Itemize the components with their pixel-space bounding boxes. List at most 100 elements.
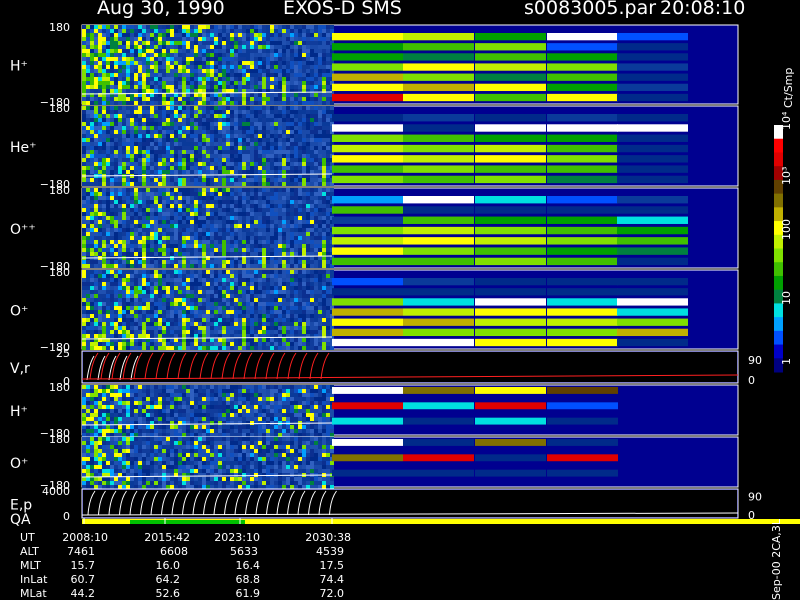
heatmap-cell — [274, 290, 278, 294]
heatmap-cell — [234, 216, 238, 220]
heatmap-cell — [102, 326, 106, 330]
heatmap-cell — [322, 61, 326, 65]
heatmap-cell — [310, 188, 314, 192]
heatmap-cell — [314, 236, 318, 240]
heatmap-cell — [194, 166, 198, 170]
heatmap-cell — [150, 302, 154, 306]
heatmap-cell — [322, 41, 326, 45]
heatmap-cell — [106, 85, 110, 89]
heatmap-cell — [262, 85, 266, 89]
heatmap-cell — [294, 29, 298, 33]
heatmap-cell — [154, 338, 158, 342]
heatmap-cell — [270, 286, 274, 290]
heatmap-cell — [198, 166, 202, 170]
heatmap-cell — [306, 130, 310, 134]
heatmap-cell — [82, 216, 86, 220]
heatmap-cell — [198, 114, 202, 118]
heatmap-cell — [302, 260, 306, 264]
heatmap-cell — [178, 162, 182, 166]
heatmap-cell — [222, 306, 226, 310]
heatmap-cell — [250, 174, 254, 178]
heatmap-cell — [254, 216, 258, 220]
heatmap-cell — [475, 93, 546, 102]
heatmap-cell — [218, 236, 222, 240]
heatmap-cell — [122, 314, 126, 318]
heatmap-cell — [134, 146, 138, 150]
heatmap-cell — [178, 106, 182, 110]
heatmap-cell — [230, 318, 234, 322]
heatmap-cell — [314, 61, 318, 65]
heatmap-cell — [310, 65, 314, 69]
heatmap-cell — [118, 170, 122, 174]
heatmap-cell — [298, 232, 302, 236]
heatmap-cell — [194, 106, 198, 110]
heatmap-cell — [154, 41, 158, 45]
heatmap-cell — [118, 322, 122, 326]
heatmap-cell — [190, 69, 194, 73]
heatmap-cell — [110, 282, 114, 286]
heatmap-cell — [178, 110, 182, 114]
heatmap-cell — [122, 240, 126, 244]
heatmap-cell — [86, 69, 90, 73]
heatmap-cell — [206, 216, 210, 220]
heatmap-cell — [330, 61, 334, 65]
heatmap-cell — [130, 252, 134, 256]
heatmap-cell — [254, 97, 258, 101]
heatmap-cell — [274, 240, 278, 244]
heatmap-cell — [150, 338, 154, 342]
heatmap-cell — [154, 282, 158, 286]
heatmap-cell — [162, 326, 166, 330]
heatmap-cell — [182, 326, 186, 330]
heatmap-cell — [230, 106, 234, 110]
heatmap-cell — [190, 282, 194, 286]
heatmap-cell — [178, 346, 182, 350]
heatmap-cell — [190, 298, 194, 302]
heatmap-cell — [318, 174, 322, 178]
heatmap-cell — [174, 236, 178, 240]
heatmap-cell — [82, 61, 86, 65]
heatmap-cell — [206, 294, 210, 298]
heatmap-cell — [274, 326, 278, 330]
heatmap-cell — [270, 130, 274, 134]
heatmap-cell — [230, 338, 234, 342]
heatmap-cell — [98, 77, 102, 81]
heatmap-cell — [298, 270, 302, 274]
heatmap-cell — [214, 85, 218, 89]
heatmap-cell — [250, 338, 254, 342]
heatmap-cell — [86, 126, 90, 130]
heatmap-cell — [306, 178, 310, 182]
heatmap-cell — [254, 114, 258, 118]
heatmap-cell — [130, 196, 134, 200]
heatmap-cell — [238, 236, 242, 240]
heatmap-cell — [242, 89, 246, 93]
heatmap-cell — [186, 57, 190, 61]
heatmap-cell — [210, 306, 214, 310]
heatmap-cell — [134, 314, 138, 318]
heatmap-cell — [110, 306, 114, 310]
heatmap-cell — [226, 118, 230, 122]
heatmap-cell — [298, 212, 302, 216]
heatmap-cell — [294, 138, 298, 142]
heatmap-cell — [278, 146, 282, 150]
heatmap-cell — [190, 41, 194, 45]
heatmap-cell — [246, 264, 250, 268]
heatmap-cell — [166, 338, 170, 342]
heatmap-cell — [134, 278, 138, 282]
heatmap-cell — [214, 57, 218, 61]
heatmap-cell — [90, 25, 94, 29]
heatmap-cell — [162, 208, 166, 212]
heatmap-cell — [102, 330, 106, 334]
heatmap-cell — [198, 244, 202, 248]
heatmap-cell — [182, 33, 186, 37]
heatmap-cell — [258, 41, 262, 45]
heatmap-cell — [230, 326, 234, 330]
heatmap-cell — [617, 216, 688, 224]
heatmap-cell — [294, 196, 298, 200]
heatmap-cell — [206, 286, 210, 290]
heatmap-cell — [202, 53, 206, 57]
heatmap-cell — [310, 212, 314, 216]
heatmap-cell — [234, 182, 238, 186]
heatmap-cell — [234, 138, 238, 142]
heatmap-cell — [194, 146, 198, 150]
heatmap-cell — [214, 77, 218, 81]
